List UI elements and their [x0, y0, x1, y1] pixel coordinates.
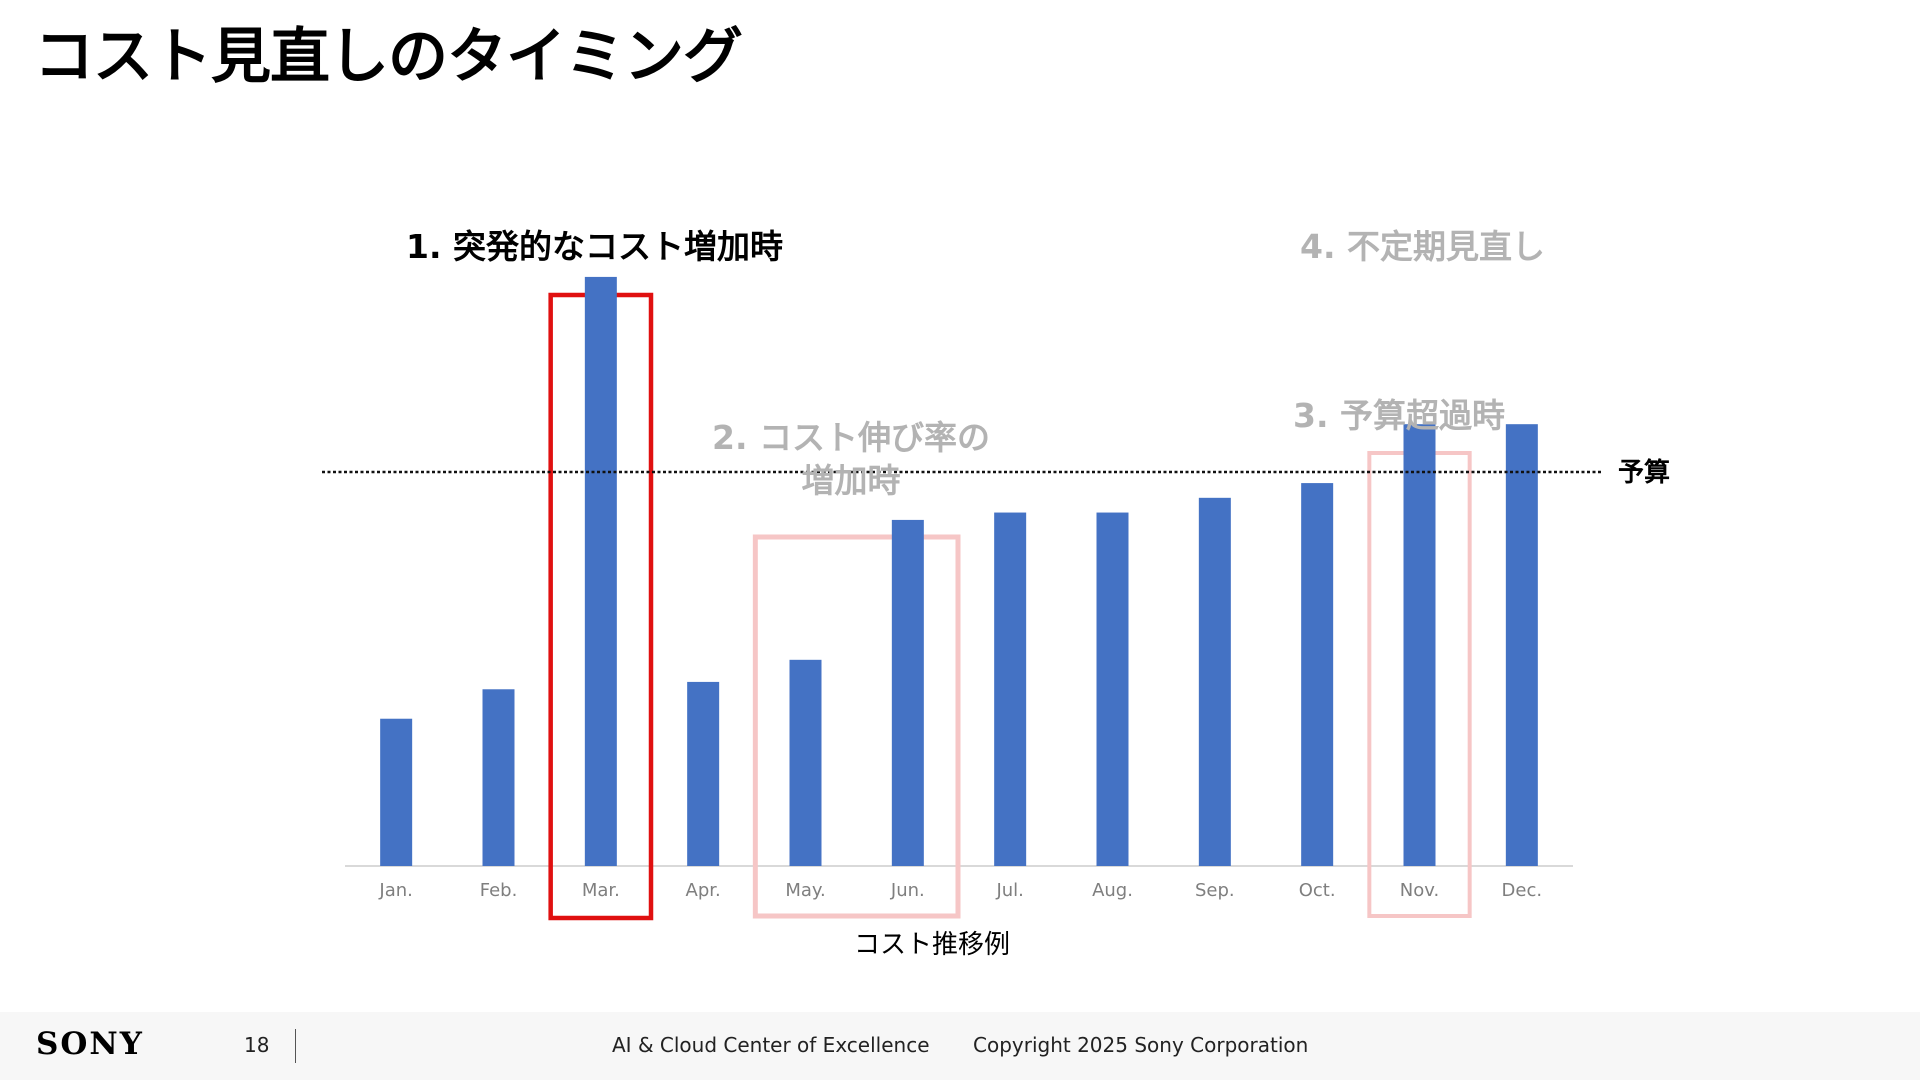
footer-divider [295, 1029, 296, 1063]
x-tick-label: May. [785, 880, 825, 901]
bar-sep [1198, 497, 1231, 866]
bar-jun [891, 519, 924, 866]
bar-nov [1403, 424, 1436, 866]
bar-jul [994, 512, 1027, 866]
sony-logo: SONY [36, 1026, 144, 1062]
bar-feb [482, 689, 515, 866]
x-tick-label: Oct. [1299, 880, 1336, 901]
x-tick-label: Jul. [995, 880, 1023, 901]
annotation-label-2-line-2: 増加時 [802, 461, 901, 500]
footer-organization: AI & Cloud Center of Excellence [612, 1033, 930, 1057]
annotation-label-1: 1. 突発的なコスト増加時 [406, 227, 783, 266]
page-number: 18 [244, 1033, 270, 1057]
footer: SONY 18 AI & Cloud Center of Excellence … [0, 1012, 1920, 1080]
slide-title: コスト見直しのタイミング [34, 22, 743, 92]
bar-jan [380, 718, 413, 866]
budget-label: 予算 [1618, 457, 1670, 488]
annotation-label-3: 3. 予算超過時 [1293, 396, 1505, 435]
bar-dec [1505, 424, 1538, 866]
bar-aug [1096, 512, 1129, 866]
x-tick-label: Nov. [1400, 880, 1439, 901]
x-tick-label: Aug. [1092, 880, 1133, 901]
x-tick-label: Dec. [1502, 880, 1543, 901]
x-axis-title: コスト推移例 [854, 930, 1010, 960]
bar-may [789, 659, 822, 866]
annotation-label-4: 4. 不定期見直し [1300, 227, 1545, 266]
bar-oct [1301, 483, 1334, 866]
x-tick-label: Apr. [686, 880, 721, 901]
x-tick-label: Sep. [1195, 880, 1235, 901]
cost-trend-chart: Jan. Feb. Mar. Apr. May. Jun. Jul. Aug. Sep. Oct.… [322, 227, 1670, 960]
x-tick-label: Jun. [890, 880, 925, 901]
annotation-box-2 [752, 534, 961, 919]
footer-copyright: Copyright 2025 Sony Corporation [973, 1033, 1309, 1057]
x-tick-label: Feb. [480, 880, 518, 901]
annotation-label-2-line-1: 2. コスト伸び率の [712, 418, 990, 457]
bar-mar [584, 276, 617, 867]
bar-apr [687, 681, 720, 866]
x-tick-label: Mar. [582, 880, 620, 901]
x-tick-label: Jan. [378, 880, 412, 901]
